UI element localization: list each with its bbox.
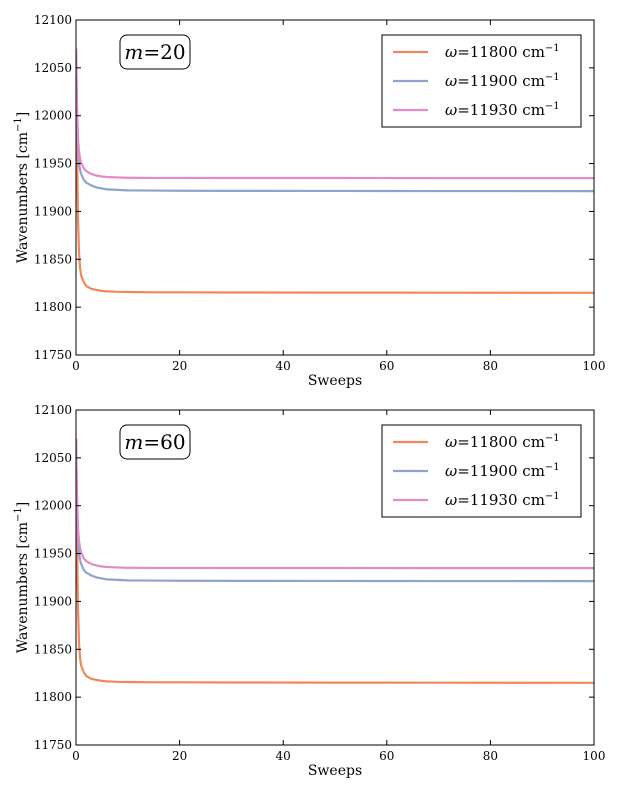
x-tick-label: 80 — [483, 359, 498, 373]
y-tick-label: 11750 — [34, 738, 72, 752]
x-tick-label: 20 — [172, 359, 187, 373]
annotation-label: m=60 — [124, 430, 185, 454]
x-tick-label: 40 — [276, 359, 291, 373]
legend-entry-3: ω=11930 cm−1 — [445, 101, 560, 119]
legend-entry-2: ω=11900 cm−1 — [445, 72, 560, 90]
y-axis-label: Wavenumbers [cm−1] — [13, 112, 31, 263]
series-line-1 — [76, 438, 594, 684]
y-tick-label: 12050 — [34, 451, 72, 465]
plot-frame — [75, 409, 595, 746]
annotation-frame — [119, 424, 191, 460]
x-tick-label: 40 — [276, 749, 291, 763]
annotation-frame — [119, 34, 191, 70]
annotation-box: m=20 — [119, 34, 191, 70]
legend-entry-3: ω=11930 cm−1 — [445, 491, 560, 509]
line-chart-m20: 0 20 40 60 80 100 11750 11800 11850 11900 11950 120… — [13, 13, 606, 389]
y-tick-label: 11850 — [34, 642, 72, 656]
y-tick-label: 12100 — [34, 13, 72, 27]
y-tick-label: 11750 — [34, 348, 72, 362]
x-tick-label: 80 — [483, 749, 498, 763]
x-tick-label: 100 — [583, 749, 606, 763]
x-tick-label: 60 — [379, 749, 394, 763]
series-line-1 — [76, 48, 594, 294]
series-line-2 — [76, 48, 594, 193]
y-tick-label: 11850 — [34, 252, 72, 266]
legend-frame — [381, 34, 582, 128]
y-tick-label: 11900 — [34, 204, 72, 218]
plot-frame — [75, 19, 595, 356]
series-group — [76, 438, 594, 684]
annotation-box: m=60 — [119, 424, 191, 460]
y-tick-label: 11950 — [34, 547, 72, 561]
legend: ω=11800 cm−1 ω=11900 cm−1 ω=11930 cm−1 — [381, 34, 582, 128]
series-line-3 — [76, 48, 594, 180]
x-tick-label: 100 — [583, 359, 606, 373]
legend-entry-2: ω=11900 cm−1 — [445, 462, 560, 480]
x-axis-label: Sweeps — [308, 763, 362, 779]
series-line-3 — [76, 438, 594, 570]
series-line-2 — [76, 438, 594, 583]
x-tick-label: 20 — [172, 749, 187, 763]
series-group — [76, 48, 594, 294]
chart-panel-m60: 0 20 40 60 80 100 11750 11800 11850 11900 11950 120… — [0, 390, 623, 788]
x-tick-label: 0 — [72, 749, 80, 763]
x-tick-label: 60 — [379, 359, 394, 373]
x-tick-label: 0 — [72, 359, 80, 373]
y-tick-label: 12000 — [34, 499, 72, 513]
y-tick-label: 11900 — [34, 594, 72, 608]
line-chart-m60: 0 20 40 60 80 100 11750 11800 11850 11900 11950 120… — [13, 403, 606, 779]
y-tick-label: 11800 — [34, 300, 72, 314]
annotation-label: m=20 — [124, 40, 185, 64]
y-tick-label: 12000 — [34, 109, 72, 123]
y-axis-label: Wavenumbers [cm−1] — [13, 502, 31, 653]
y-tick-label: 12100 — [34, 403, 72, 417]
legend-entry-1: ω=11800 cm−1 — [445, 43, 560, 61]
chart-panel-m20: 0 20 40 60 80 100 11750 11800 11850 11900 11950 120… — [0, 0, 623, 398]
x-axis-label: Sweeps — [308, 373, 362, 389]
y-tick-label: 12050 — [34, 61, 72, 75]
legend-entry-1: ω=11800 cm−1 — [445, 433, 560, 451]
y-tick-label: 11800 — [34, 690, 72, 704]
legend: ω=11800 cm−1 ω=11900 cm−1 ω=11930 cm−1 — [381, 424, 582, 518]
y-tick-label: 11950 — [34, 157, 72, 171]
